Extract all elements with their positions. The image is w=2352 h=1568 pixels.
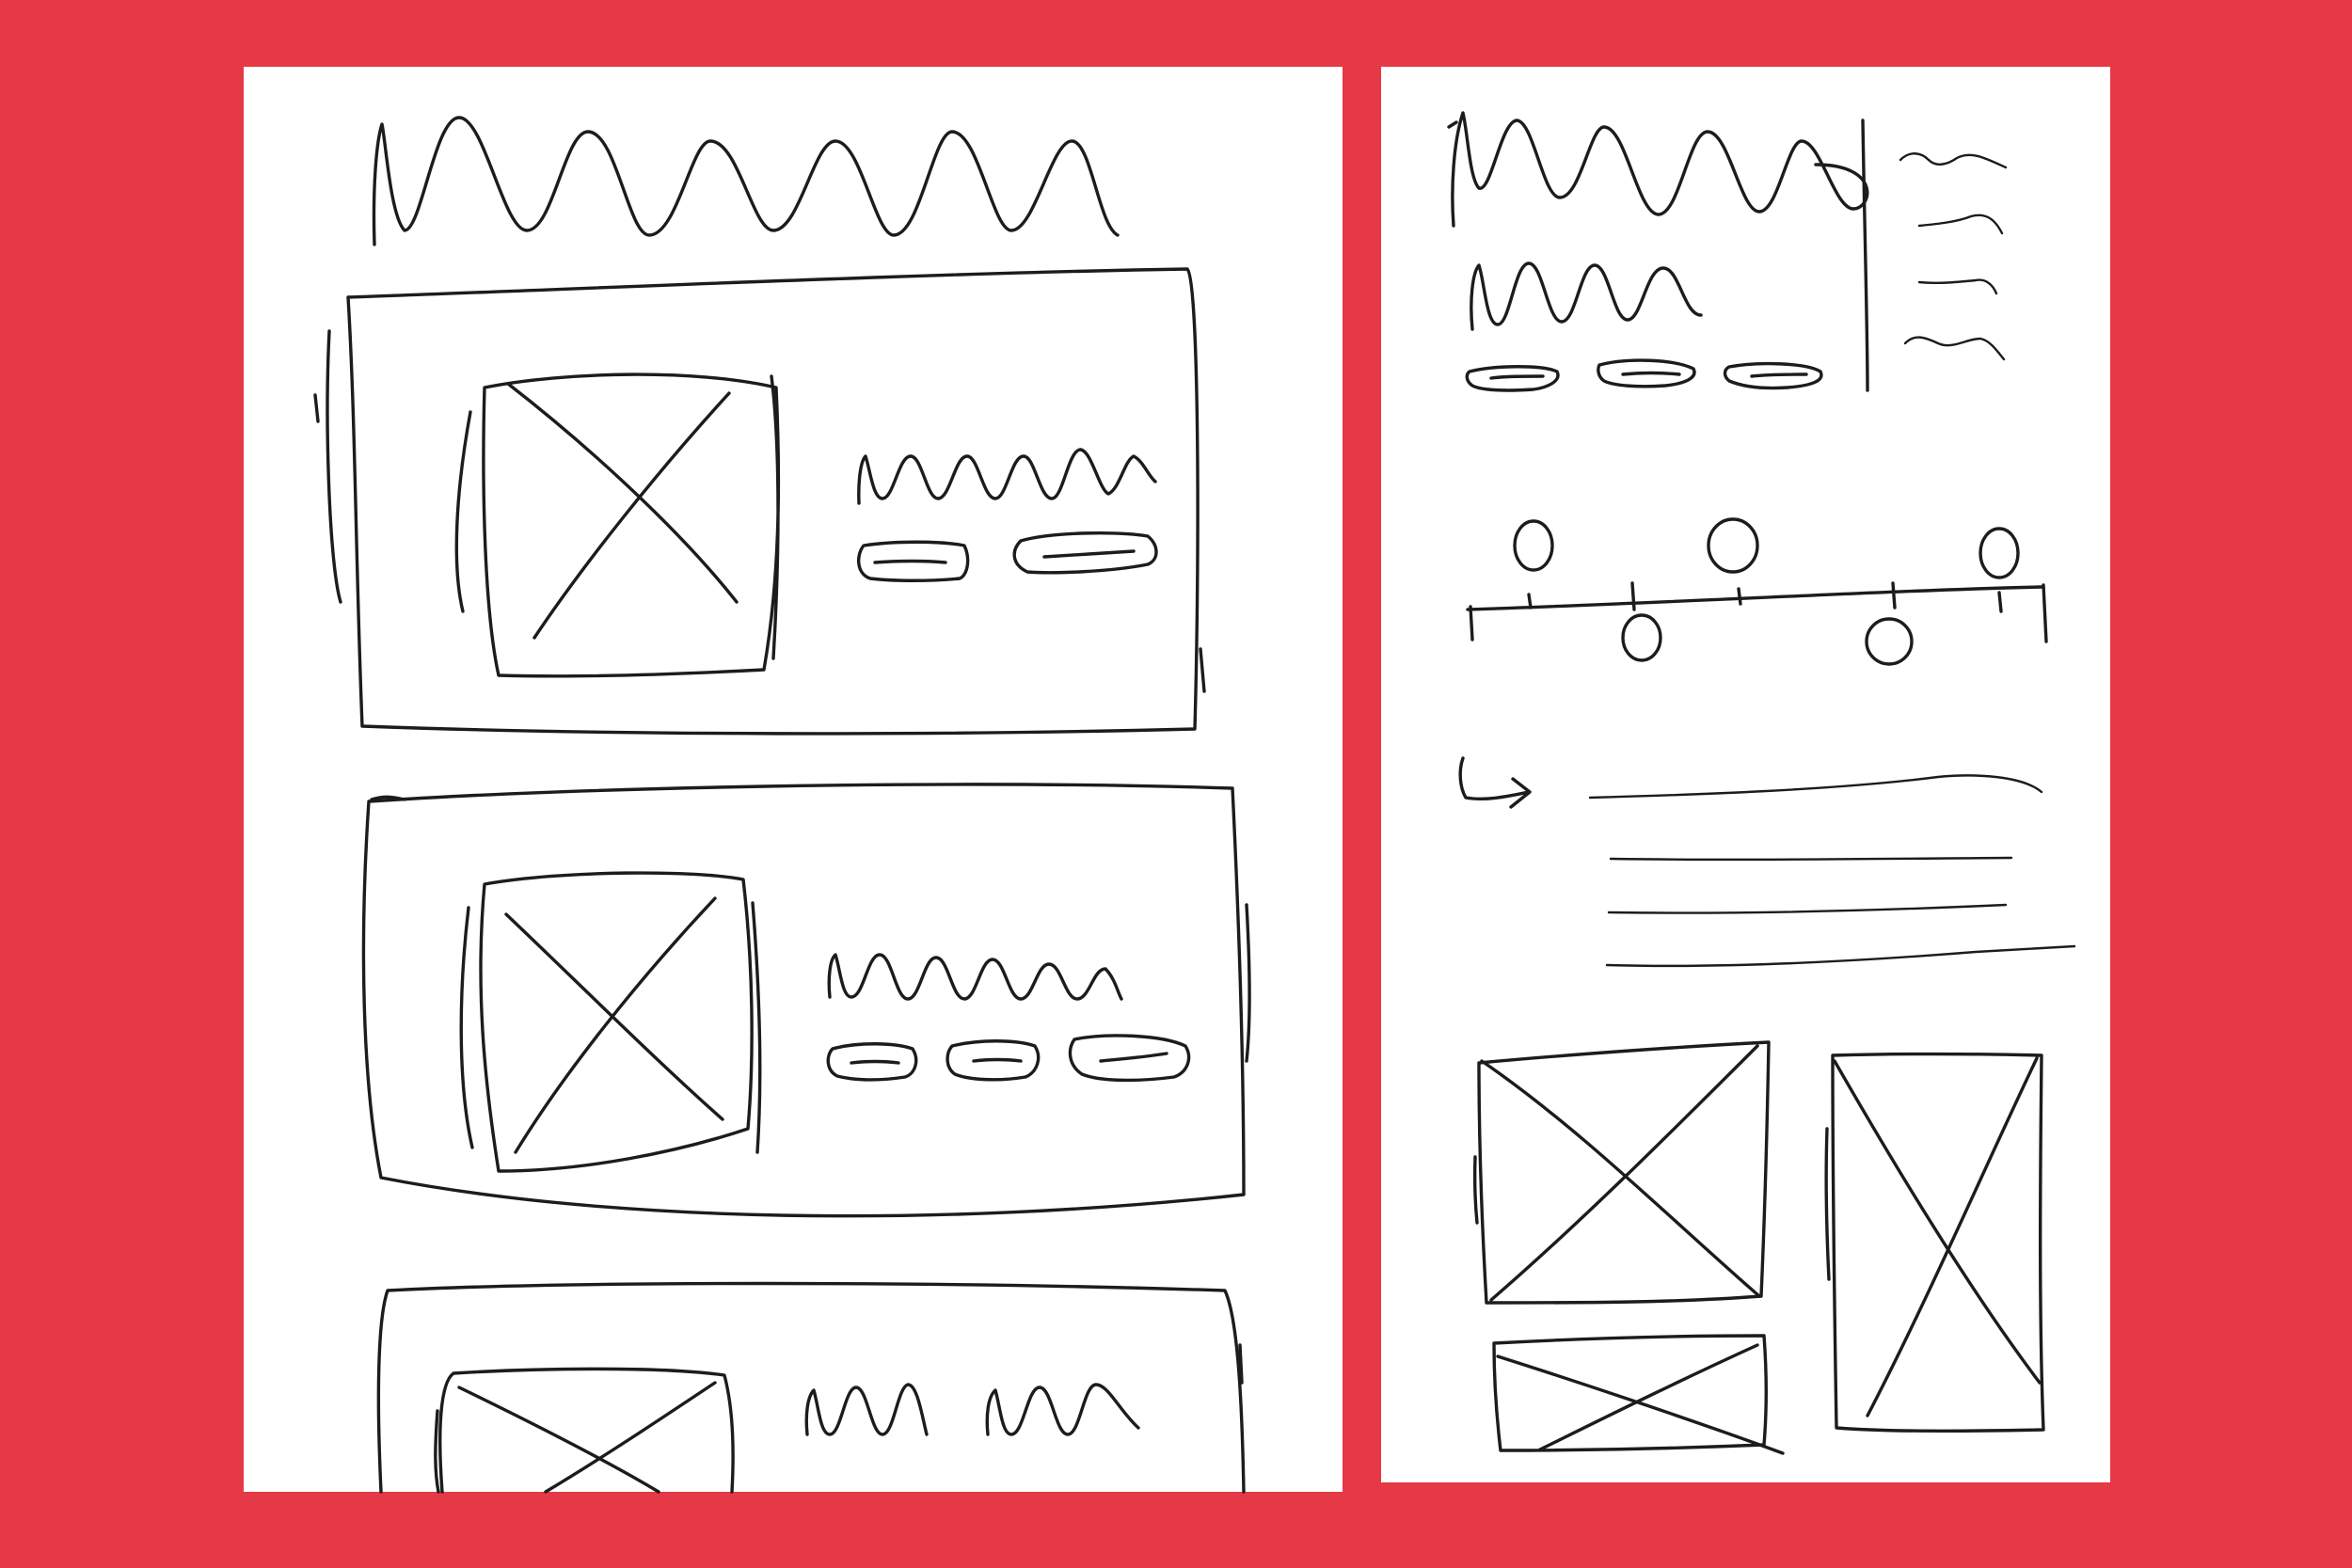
card-1-frame <box>313 267 1206 736</box>
card-3-title-squiggle <box>804 1383 1140 1436</box>
image-placeholder-icon <box>1824 1052 2045 1433</box>
side-list <box>1899 152 2008 361</box>
side-list-item-2 <box>1917 214 2004 235</box>
gallery-tile-3 <box>1492 1334 1785 1455</box>
card-1 <box>313 267 1206 736</box>
header-pill-3 <box>1723 361 1823 390</box>
subtitle-squiggle <box>1470 261 1703 331</box>
header-divider <box>1861 119 1869 392</box>
timeline-node-3 <box>1707 517 1759 574</box>
header-pill-2 <box>1597 358 1696 388</box>
text-line-3 <box>1607 903 2008 914</box>
card-1-image <box>454 372 781 678</box>
card-2-image <box>459 871 762 1173</box>
gallery <box>1472 1040 2045 1455</box>
right-paper-sheet <box>1381 67 2110 1482</box>
card-2-pill-2 <box>946 1039 1041 1082</box>
text-line-1 <box>1588 774 2043 800</box>
gallery-tile-2 <box>1824 1052 2045 1433</box>
side-list-item-4 <box>1903 336 2006 361</box>
timeline-icon <box>1466 581 2048 643</box>
card-2-pill-1 <box>826 1042 918 1082</box>
header-pills <box>1465 358 1823 392</box>
arrow-return-icon <box>1458 756 1532 809</box>
header-pill-1 <box>1465 365 1560 392</box>
image-placeholder-icon <box>459 871 762 1173</box>
title-squiggle <box>1447 111 1869 228</box>
card-1-title-squiggle <box>857 448 1157 505</box>
card-1-pills <box>857 531 1158 582</box>
text-block <box>1458 756 2076 968</box>
left-sheet <box>244 67 1343 1494</box>
card-3-frame <box>376 1281 1246 1494</box>
card-1-pill-2 <box>1012 531 1158 575</box>
right-sheet <box>1381 67 2110 1482</box>
card-2 <box>361 783 1251 1218</box>
image-placeholder-icon <box>1472 1040 1771 1305</box>
image-placeholder-icon <box>434 1367 735 1494</box>
side-list-item-3 <box>1917 278 1998 295</box>
card-3-image <box>434 1367 735 1494</box>
timeline-node-5 <box>1979 527 2020 579</box>
timeline-node-1 <box>1513 519 1554 572</box>
side-list-item-1 <box>1899 152 2008 169</box>
card-2-pills <box>826 1034 1191 1083</box>
timeline-node-4 <box>1865 617 1914 666</box>
gallery-tile-1 <box>1472 1040 1771 1305</box>
card-3 <box>376 1281 1246 1494</box>
left-heading-squiggle <box>372 116 1120 246</box>
card-2-frame <box>361 783 1251 1218</box>
left-paper-sheet <box>244 67 1343 1492</box>
card-2-title-squiggle <box>827 953 1123 1001</box>
image-placeholder-icon <box>454 372 781 678</box>
card-2-pill-3 <box>1068 1034 1191 1083</box>
header-block <box>1447 111 2008 392</box>
timeline-node-2 <box>1621 613 1662 662</box>
timeline <box>1466 517 2048 666</box>
image-placeholder-icon <box>1492 1334 1785 1455</box>
text-line-4 <box>1605 944 2076 968</box>
text-line-2 <box>1609 856 2013 862</box>
card-1-pill-1 <box>857 540 970 582</box>
